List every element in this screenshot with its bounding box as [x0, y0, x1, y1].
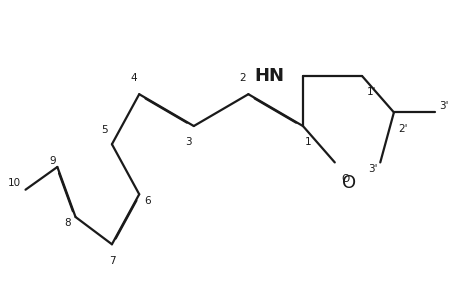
Text: 2': 2' [399, 124, 408, 134]
Text: 3': 3' [439, 100, 449, 110]
Text: 10: 10 [8, 178, 21, 188]
Text: HN: HN [255, 67, 285, 85]
Text: 3: 3 [185, 137, 191, 147]
Text: 7: 7 [109, 256, 115, 266]
Text: O: O [342, 174, 356, 192]
Text: 4: 4 [130, 73, 137, 83]
Text: 1: 1 [305, 137, 312, 147]
Text: 9: 9 [49, 156, 56, 166]
Text: O: O [342, 174, 350, 184]
Text: 8: 8 [64, 218, 71, 228]
Text: 2: 2 [239, 73, 246, 83]
Text: 6: 6 [144, 196, 150, 206]
Text: 5: 5 [101, 125, 108, 135]
Text: 3': 3' [368, 164, 378, 174]
Text: 1': 1' [366, 87, 376, 97]
